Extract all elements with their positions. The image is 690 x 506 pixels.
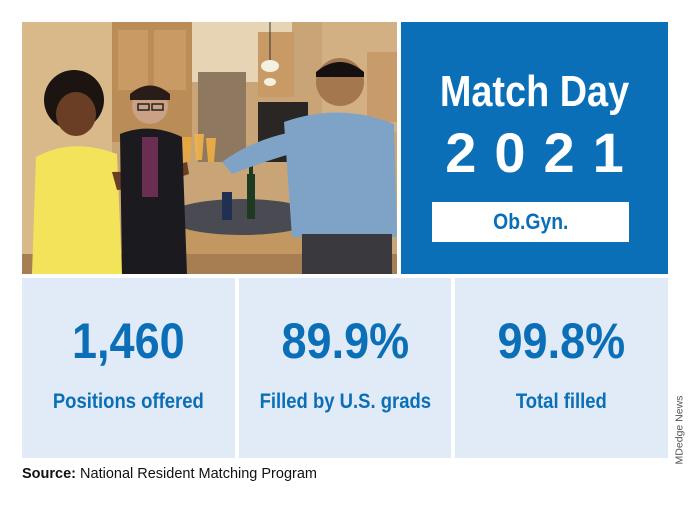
- stat-positions-offered: 1,460 Positions offered: [22, 278, 235, 458]
- specialty-label: Ob.Gyn.: [492, 209, 569, 234]
- specialty-badge: Ob.Gyn.: [432, 202, 629, 242]
- photo-credit: Courtesy OHSU/Monique Hedmann: [5, 63, 17, 233]
- year-heading: 2021: [445, 121, 642, 184]
- stat-value: 99.8%: [497, 313, 626, 369]
- publisher-credit: MDedge News: [673, 395, 685, 465]
- stat-label: Total filled: [516, 390, 608, 413]
- source-label: Source:: [22, 466, 76, 482]
- stat-total-filled: 99.8% Total filled: [455, 278, 669, 458]
- stat-value: 1,460: [72, 313, 185, 369]
- page-title: Match Day: [439, 67, 630, 116]
- source-text: National Resident Matching Program: [80, 466, 317, 482]
- stat-label: Positions offered: [52, 390, 204, 413]
- toast-photo-illustration: [22, 22, 397, 274]
- photo: [22, 22, 397, 274]
- stats-row: 1,460 Positions offered 89.9% Filled by …: [22, 278, 669, 458]
- stat-label: Filled by U.S. grads: [259, 390, 431, 413]
- title-panel: Match Day 2021 Ob.Gyn.: [401, 22, 668, 274]
- stat-value: 89.9%: [281, 313, 409, 369]
- source-line: Source: National Resident Matching Progr…: [22, 466, 317, 482]
- stat-filled-us-grads: 89.9% Filled by U.S. grads: [238, 278, 452, 458]
